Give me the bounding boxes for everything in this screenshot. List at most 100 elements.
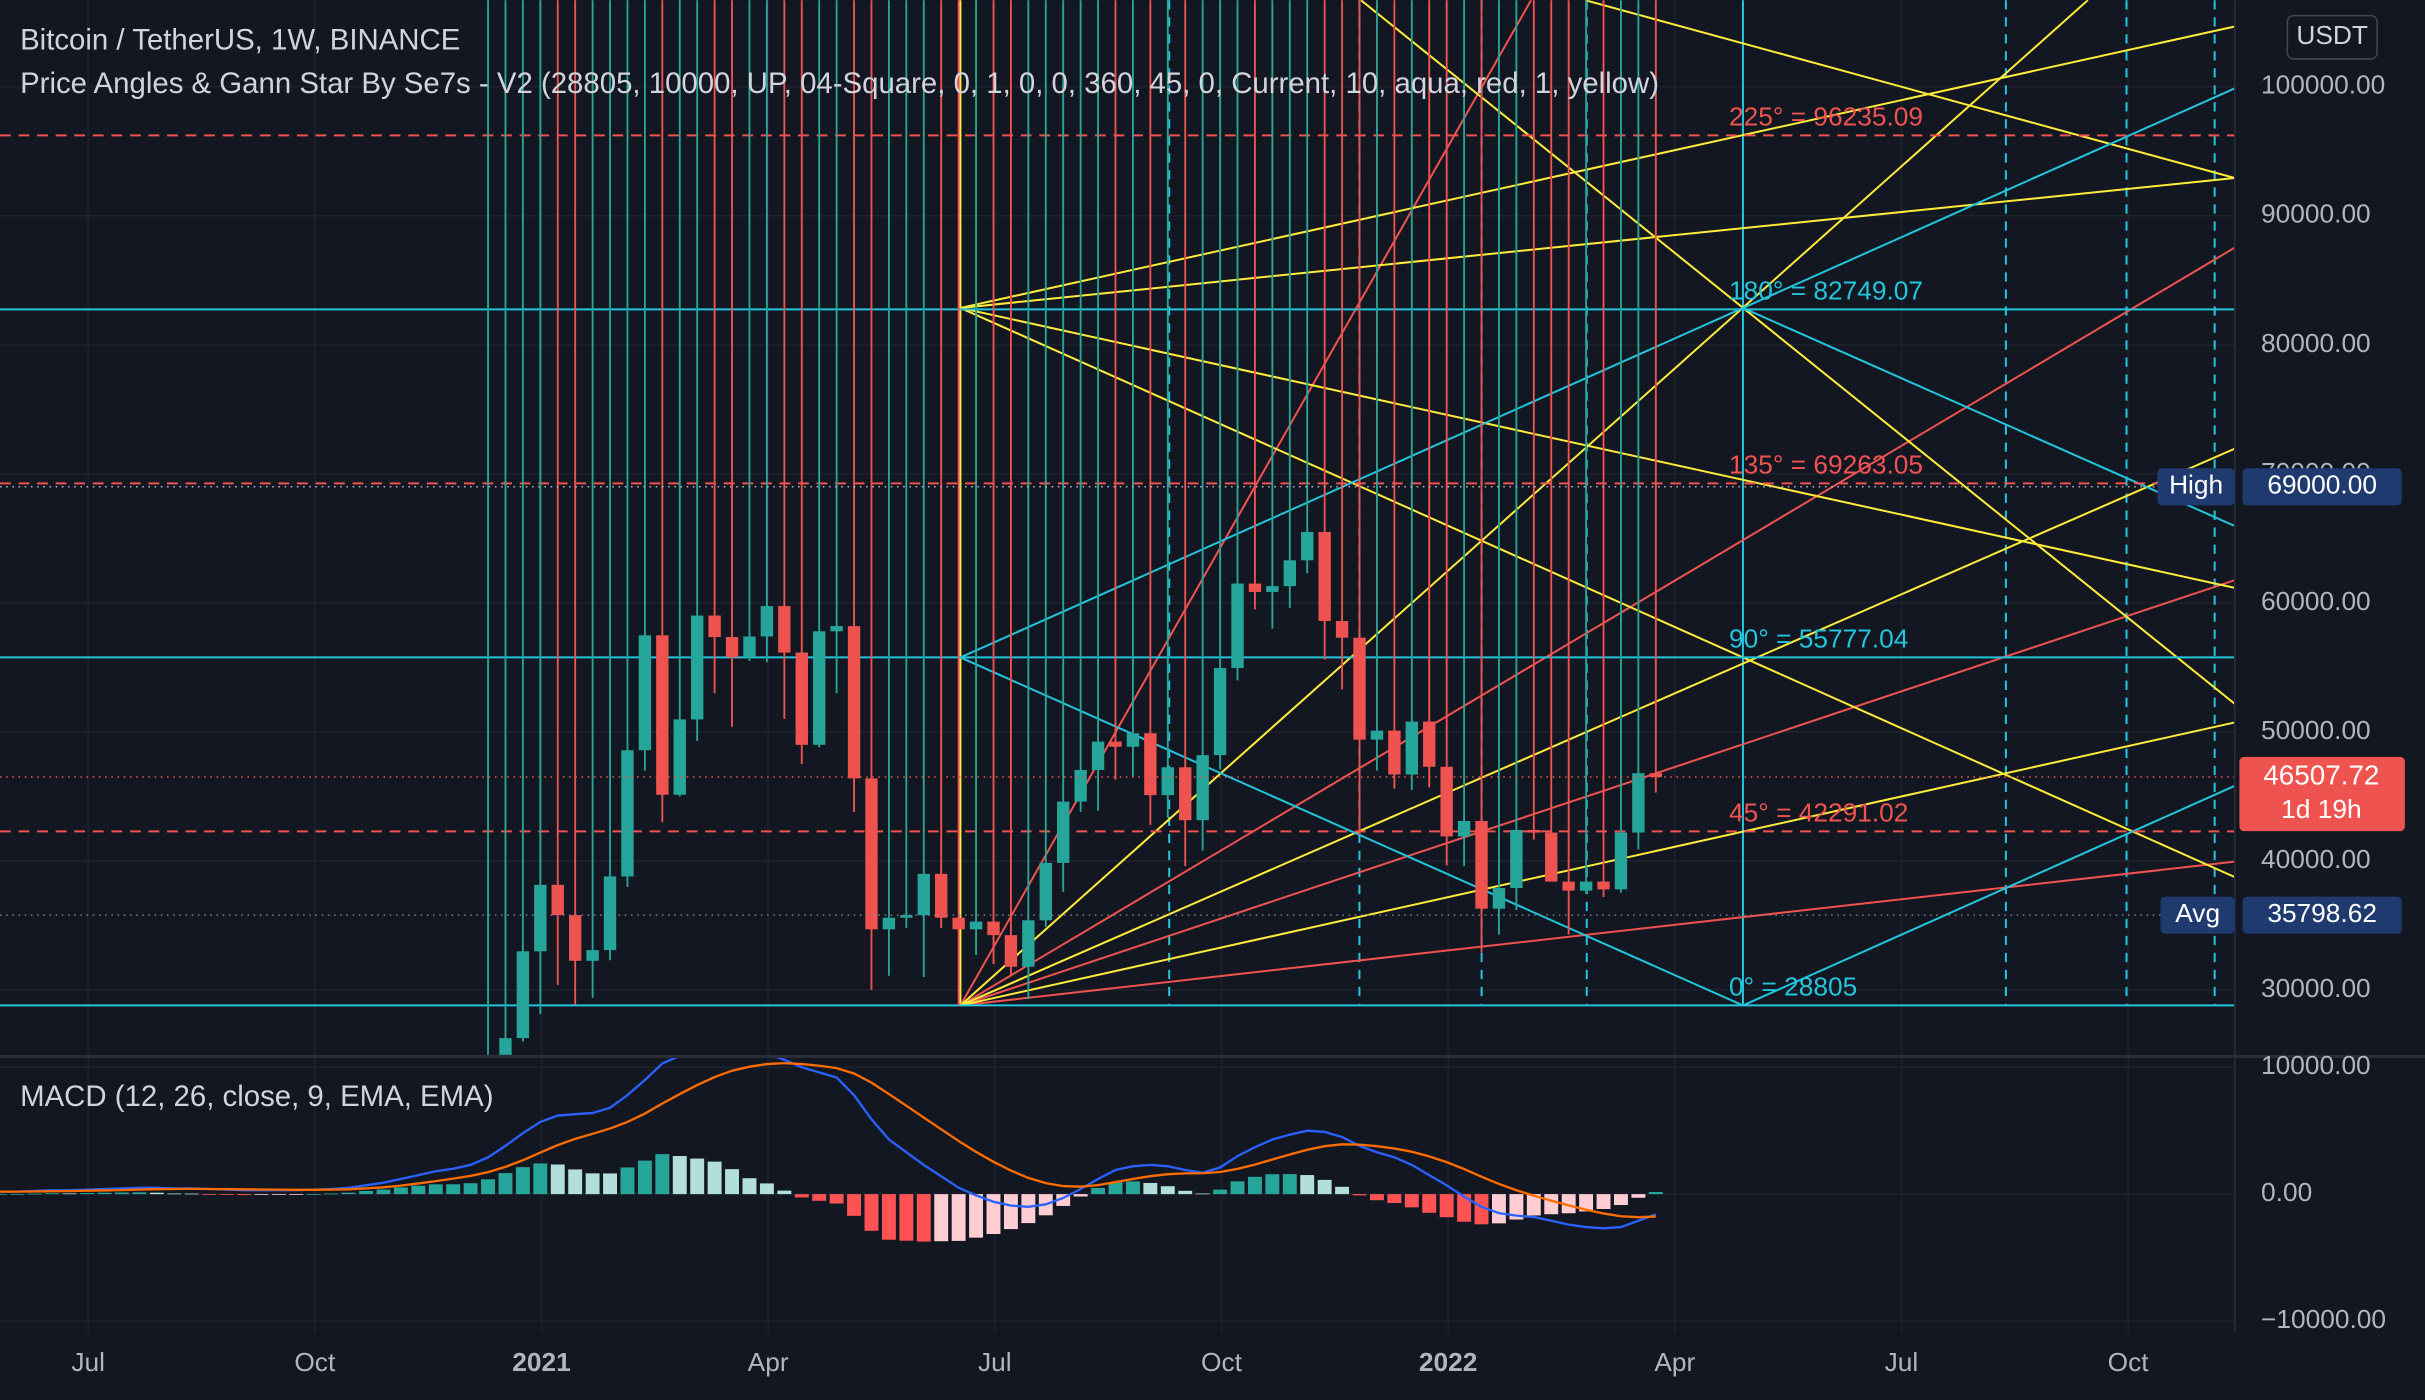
candle-body: [1649, 773, 1663, 777]
histogram-bar: [690, 1158, 705, 1195]
histogram-bar: [62, 1193, 77, 1195]
x-tick-label: Oct: [294, 1347, 336, 1377]
candle-body: [1632, 773, 1645, 833]
histogram-bar: [1648, 1191, 1663, 1195]
high-value-bg: [2242, 468, 2402, 506]
candle-body: [1091, 741, 1105, 770]
candle-body: [917, 873, 930, 916]
candle-body: [603, 876, 617, 951]
histogram-bar: [1579, 1194, 1594, 1212]
candle-body: [1074, 769, 1087, 802]
candle-body: [1405, 721, 1418, 775]
x-tick-label: Oct: [2108, 1347, 2150, 1377]
currency-button[interactable]: [2286, 14, 2378, 60]
last-price: 46507.72: [2263, 759, 2379, 790]
candle-body: [778, 606, 791, 653]
candle-body: [1545, 832, 1558, 882]
high-name: High: [2169, 470, 2223, 500]
y-tick-label: 10000.00: [2261, 1050, 2371, 1080]
histogram-bar: [568, 1169, 583, 1195]
y-tick-label: 100000.00: [2261, 70, 2385, 100]
candle-body: [935, 873, 948, 918]
histogram-bar: [376, 1189, 391, 1195]
y-tick-label: 60000.00: [2261, 586, 2371, 616]
histogram-bar: [1195, 1193, 1210, 1195]
candle-body: [673, 719, 686, 795]
gann-aqua-rays: [960, 87, 2235, 1007]
histogram-bar: [393, 1187, 408, 1195]
candle-body: [1597, 881, 1610, 890]
x-tick-label: Jul: [1885, 1347, 1919, 1377]
histogram-bar: [237, 1194, 251, 1196]
histogram-bar: [1474, 1194, 1489, 1225]
histogram-bar: [934, 1194, 949, 1242]
histogram-bar: [1265, 1174, 1280, 1195]
histogram-bar: [0, 1194, 7, 1195]
histogram-bar: [481, 1179, 495, 1195]
candle-body: [1213, 668, 1227, 756]
histogram-bar: [289, 1194, 304, 1195]
macd-line: [0, 1061, 1656, 1219]
candle-body: [795, 652, 808, 745]
candle-body: [1004, 935, 1018, 967]
histogram-bar: [219, 1194, 234, 1195]
histogram-bar: [1073, 1194, 1088, 1197]
price-pane: 0° = 28805 45° = 42291.02 90° = 55777.04 13…: [0, 0, 2235, 1055]
histogram-bar: [1526, 1194, 1541, 1216]
histogram-bar: [1614, 1194, 1628, 1206]
gann-ray: [1742, 307, 2235, 527]
histogram-bar: [1125, 1181, 1140, 1195]
candle-body: [987, 921, 1000, 936]
gann-ray: [960, 860, 2235, 1007]
histogram-bar: [969, 1194, 984, 1238]
gann-ray: [960, 87, 2235, 659]
candle-body: [900, 915, 913, 918]
histogram-bar: [1021, 1194, 1036, 1224]
indicator-title: Price Angles & Gann Star By Se7s - V2 (2…: [20, 67, 1659, 100]
gann-ray: [960, 656, 1744, 1007]
gann-ray: [1742, 784, 2235, 1007]
histogram-bar: [132, 1192, 147, 1195]
candle-body: [760, 606, 774, 637]
candle-body: [1039, 862, 1052, 921]
histogram-bar: [463, 1183, 478, 1195]
x-tick-label: 2021: [512, 1347, 570, 1377]
gann-red-rays: [959, 0, 2235, 1007]
histogram-bar: [515, 1167, 530, 1195]
candle-body: [1527, 829, 1540, 833]
histogram-bar: [149, 1192, 164, 1195]
gann-level-label: 0° = 28805: [1729, 971, 1857, 1001]
currency-label[interactable]: USDT: [2296, 20, 2368, 50]
candle-body: [1161, 767, 1174, 796]
candle-body: [813, 631, 826, 745]
candle-body: [725, 637, 739, 658]
histogram-bar: [341, 1192, 356, 1195]
histogram-bar: [864, 1194, 879, 1231]
symbol-title: Bitcoin / TetherUS, 1W, BINANCE: [20, 24, 460, 57]
average-value: 35798.62: [2267, 898, 2377, 928]
histogram-bar: [759, 1183, 774, 1195]
x-tick-label: Apr: [748, 1347, 789, 1377]
candle-body: [743, 636, 756, 658]
histogram-bar: [254, 1194, 269, 1195]
histogram-bar: [707, 1161, 722, 1195]
candle-body: [1579, 881, 1593, 891]
x-tick-label: Jul: [71, 1347, 105, 1377]
candle-body: [865, 778, 878, 930]
histogram-bar: [1404, 1194, 1419, 1208]
histogram-bar: [1631, 1194, 1646, 1198]
histogram-bar: [306, 1194, 321, 1195]
histogram-bar: [1003, 1194, 1018, 1230]
candle-body: [708, 615, 721, 638]
candle-body: [1318, 531, 1331, 621]
histogram-bar: [359, 1190, 373, 1195]
candle-body: [656, 635, 669, 795]
gann-ray: [1584, 0, 2235, 180]
histogram-bar: [428, 1184, 443, 1195]
histogram-bar: [533, 1163, 548, 1195]
candle-body: [1301, 531, 1314, 561]
average-value-bg: [2242, 896, 2402, 934]
